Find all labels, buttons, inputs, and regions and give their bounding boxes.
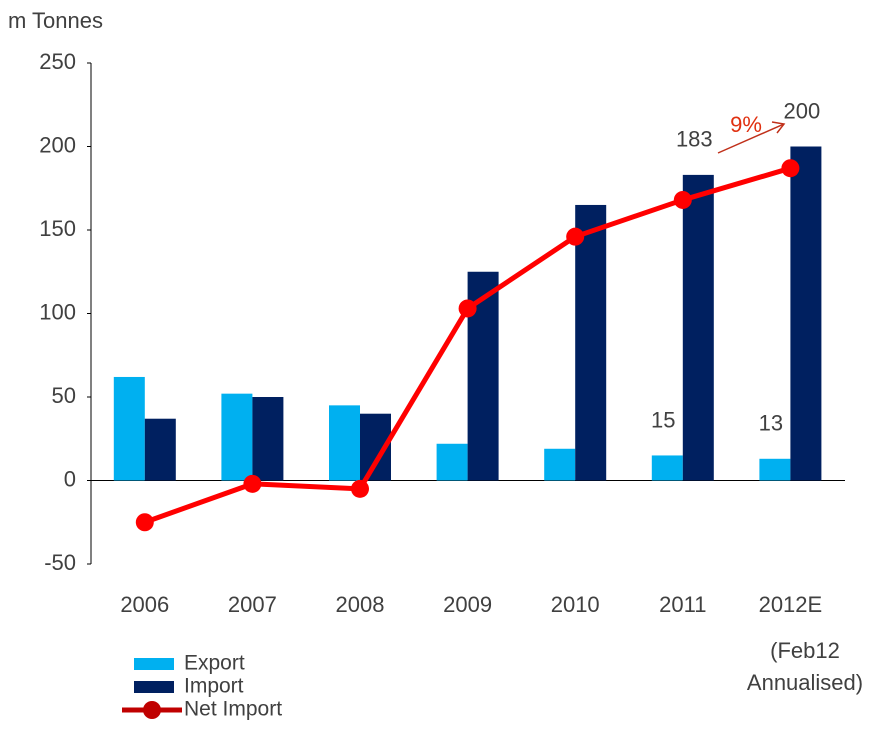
bar <box>221 393 253 481</box>
data-label: 13 <box>759 411 783 436</box>
legend-swatch <box>143 701 161 719</box>
y-tick-label: 200 <box>39 132 76 157</box>
y-tick-label: 50 <box>52 383 76 408</box>
y-tick-label: -50 <box>44 550 76 575</box>
bar <box>651 455 683 481</box>
bar <box>252 397 284 481</box>
bar <box>113 376 145 481</box>
x-tick-label: 2006 <box>120 592 169 617</box>
x-tick-label: 2008 <box>336 592 385 617</box>
y-axis-label: m Tonnes <box>8 8 103 33</box>
bar <box>436 443 468 481</box>
y-tick-label: 0 <box>64 466 76 491</box>
x-tick-label: 2009 <box>443 592 492 617</box>
x-tick-label: 2010 <box>551 592 600 617</box>
x-tick-note: Annualised) <box>747 670 863 695</box>
data-label: 183 <box>676 127 713 152</box>
marker <box>351 479 369 498</box>
data-label: 200 <box>784 98 821 123</box>
legend-label: Export <box>184 652 245 675</box>
legend-swatch <box>134 658 174 670</box>
marker <box>243 474 262 493</box>
annotation-arrowhead <box>771 121 786 134</box>
marker <box>781 159 800 178</box>
marker <box>135 513 154 532</box>
data-label: 15 <box>651 407 675 432</box>
bar <box>329 405 360 481</box>
annotation-arrow <box>717 123 785 154</box>
marker <box>458 299 477 318</box>
x-tick-label: 2011 <box>659 592 706 617</box>
legend-swatch <box>134 681 174 693</box>
marker <box>673 190 692 209</box>
x-tick-label: 2012E <box>759 592 823 617</box>
x-tick-label: 2007 <box>228 592 277 617</box>
bar <box>144 418 176 481</box>
bar <box>682 174 714 481</box>
y-tick-label: 100 <box>39 299 76 324</box>
y-tick-label: 150 <box>39 216 76 241</box>
legend-label: Import <box>184 675 244 698</box>
legend-label: Net Import <box>184 698 282 721</box>
annotation: 9% <box>730 112 762 137</box>
bar <box>790 146 822 481</box>
x-tick-note: (Feb12 <box>770 638 840 663</box>
y-tick-label: 250 <box>39 49 76 74</box>
bar <box>759 458 791 481</box>
bar <box>544 448 576 481</box>
bar <box>575 204 607 481</box>
marker <box>566 227 585 246</box>
